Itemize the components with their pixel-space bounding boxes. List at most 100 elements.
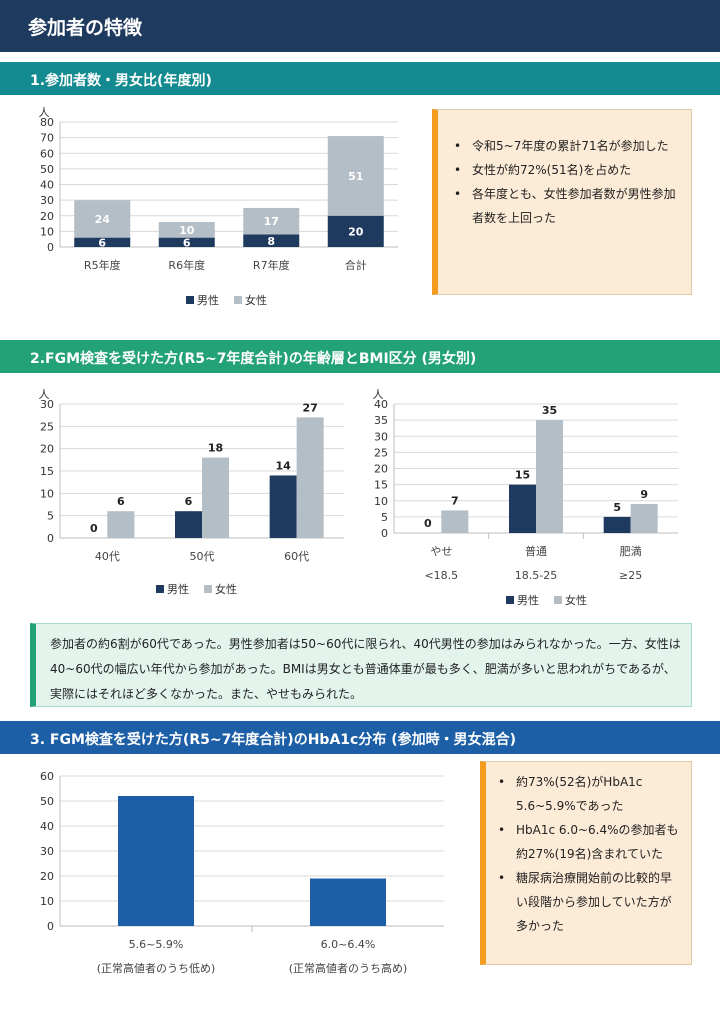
y-axis-unit: 人 <box>373 388 384 401</box>
y-axis-unit: 人 <box>39 388 50 401</box>
legend-swatch <box>186 296 194 304</box>
bar-male <box>74 237 131 247</box>
x-tick-label: やせ <box>430 545 452 558</box>
x-tick-sublabel: 18.5-25 <box>515 569 557 582</box>
x-tick-label: 普通 <box>525 544 547 558</box>
data-label: 6 <box>183 236 191 249</box>
y-tick-label: 30 <box>40 194 54 207</box>
y-tick-label: 60 <box>40 770 54 783</box>
bar-male <box>243 234 300 247</box>
bar-female <box>202 457 229 538</box>
y-axis-unit: 人 <box>39 106 50 119</box>
y-tick-label: 20 <box>40 443 54 456</box>
data-label: 6 <box>98 236 106 249</box>
data-label: 0 <box>424 517 432 530</box>
y-tick-label: 15 <box>374 479 388 492</box>
data-label: 0 <box>90 522 98 535</box>
section-3-title: 3. FGM検査を受けた方(R5~7年度合計)のHbA1c分布 (参加時・男女混… <box>0 721 720 754</box>
data-label: 14 <box>276 459 292 472</box>
y-tick-label: 30 <box>374 430 388 443</box>
x-tick-sublabel: (正常高値者のうち高め) <box>289 961 408 975</box>
y-tick-label: 25 <box>374 446 388 459</box>
y-tick-label: 0 <box>47 241 54 254</box>
y-tick-label: 0 <box>381 527 388 540</box>
section-2-summary: 参加者の約6割が60代であった。男性参加者は50~60代に限られ、40代男性の参… <box>30 623 692 707</box>
data-label: 15 <box>515 469 530 482</box>
section-3-callout: 約73%(52名)がHbA1c 5.6~5.9%であった HbA1c 6.0~6… <box>480 761 692 965</box>
section-2-title: 2.FGM検査を受けた方(R5~7年度合計)の年齢層とBMI区分 (男女別) <box>0 340 720 373</box>
x-tick-label: 60代 <box>284 550 309 563</box>
bar <box>310 878 386 926</box>
y-tick-label: 20 <box>40 870 54 883</box>
bar-female <box>441 510 469 533</box>
y-tick-label: 25 <box>40 420 54 433</box>
callout-item: 糖尿病治療開始前の比較的早い段階から参加していた方が多かった <box>494 866 681 938</box>
x-tick-label: R5年度 <box>84 258 121 272</box>
y-tick-label: 10 <box>374 495 388 508</box>
y-tick-label: 30 <box>40 845 54 858</box>
data-label: 5 <box>613 501 621 514</box>
y-tick-label: 35 <box>374 414 388 427</box>
x-tick-label: 50代 <box>190 550 215 563</box>
y-tick-label: 40 <box>40 179 54 192</box>
bar-male <box>509 484 536 533</box>
callout-item: HbA1c 6.0~6.4%の参加者も約27%(19名)含まれていた <box>494 818 681 866</box>
legend-label: 男性 <box>517 593 539 607</box>
bar-female <box>243 207 300 235</box>
y-tick-label: 20 <box>374 463 388 476</box>
y-tick-label: 50 <box>40 795 54 808</box>
legend-swatch <box>204 585 212 593</box>
y-tick-label: 60 <box>40 147 54 160</box>
legend-swatch <box>234 296 242 304</box>
legend-swatch <box>554 596 562 604</box>
data-label: 24 <box>95 213 111 226</box>
legend-label: 男性 <box>167 582 189 596</box>
data-label: 17 <box>264 215 279 228</box>
y-tick-label: 40 <box>40 820 54 833</box>
section-1-callout: 令和5~7年度の累計71名が参加した 女性が約72%(51名)を占めた 各年度と… <box>432 109 692 295</box>
page-title: 参加者の特徴 <box>0 0 720 52</box>
data-label: 7 <box>451 494 459 507</box>
y-tick-label: 0 <box>47 532 54 545</box>
participants-by-year-chart: 01020304050607080人624R5年度610R6年度817R7年度2… <box>39 106 398 307</box>
bar-female <box>630 503 658 533</box>
callout-item: 各年度とも、女性参加者数が男性参加者数を上回った <box>450 182 677 230</box>
bar-female <box>327 136 384 216</box>
legend-label: 女性 <box>215 582 237 596</box>
x-tick-label: 6.0~6.4% <box>321 938 376 951</box>
bar-female <box>107 511 135 538</box>
callout-item: 女性が約72%(51名)を占めた <box>450 158 677 182</box>
data-label: 20 <box>348 225 364 238</box>
bar-female <box>296 417 324 538</box>
data-label: 8 <box>267 235 275 248</box>
data-label: 6 <box>117 495 125 508</box>
y-tick-label: 40 <box>374 398 388 411</box>
x-tick-label: R6年度 <box>168 258 205 272</box>
section-1-title: 1.参加者数・男女比(年度別) <box>0 62 720 95</box>
data-label: 27 <box>303 401 318 414</box>
data-label: 51 <box>348 170 363 183</box>
data-label: 9 <box>640 488 648 501</box>
bar-male <box>327 215 384 247</box>
y-tick-label: 0 <box>47 920 54 933</box>
hba1c-chart: 0 10 20 30 40 50 60 5.6~5.9% (正常高値者のうち低め) 6.0~6.4… <box>40 770 444 975</box>
legend-swatch <box>506 596 514 604</box>
y-tick-label: 20 <box>40 210 54 223</box>
data-label: 10 <box>179 224 195 237</box>
bar-male <box>269 475 297 538</box>
bar-female <box>536 420 563 533</box>
x-tick-label: 肥満 <box>620 545 642 558</box>
x-tick-label: R7年度 <box>253 258 290 272</box>
y-tick-label: 50 <box>40 163 54 176</box>
bmi-chart: 0 5 10 15 20 25 30 35 40人 0 7 やせ <18.5 15 35 普通 18.5-25 5… <box>373 388 678 607</box>
bar-female <box>158 222 215 238</box>
legend-swatch <box>156 585 164 593</box>
data-label: 6 <box>185 495 193 508</box>
bar-male <box>158 237 215 247</box>
y-tick-label: 30 <box>40 398 54 411</box>
callout-item: 令和5~7年度の累計71名が参加した <box>450 134 677 158</box>
bar <box>118 796 194 926</box>
legend-label: 女性 <box>565 593 587 607</box>
x-tick-sublabel: ≥25 <box>619 569 642 582</box>
